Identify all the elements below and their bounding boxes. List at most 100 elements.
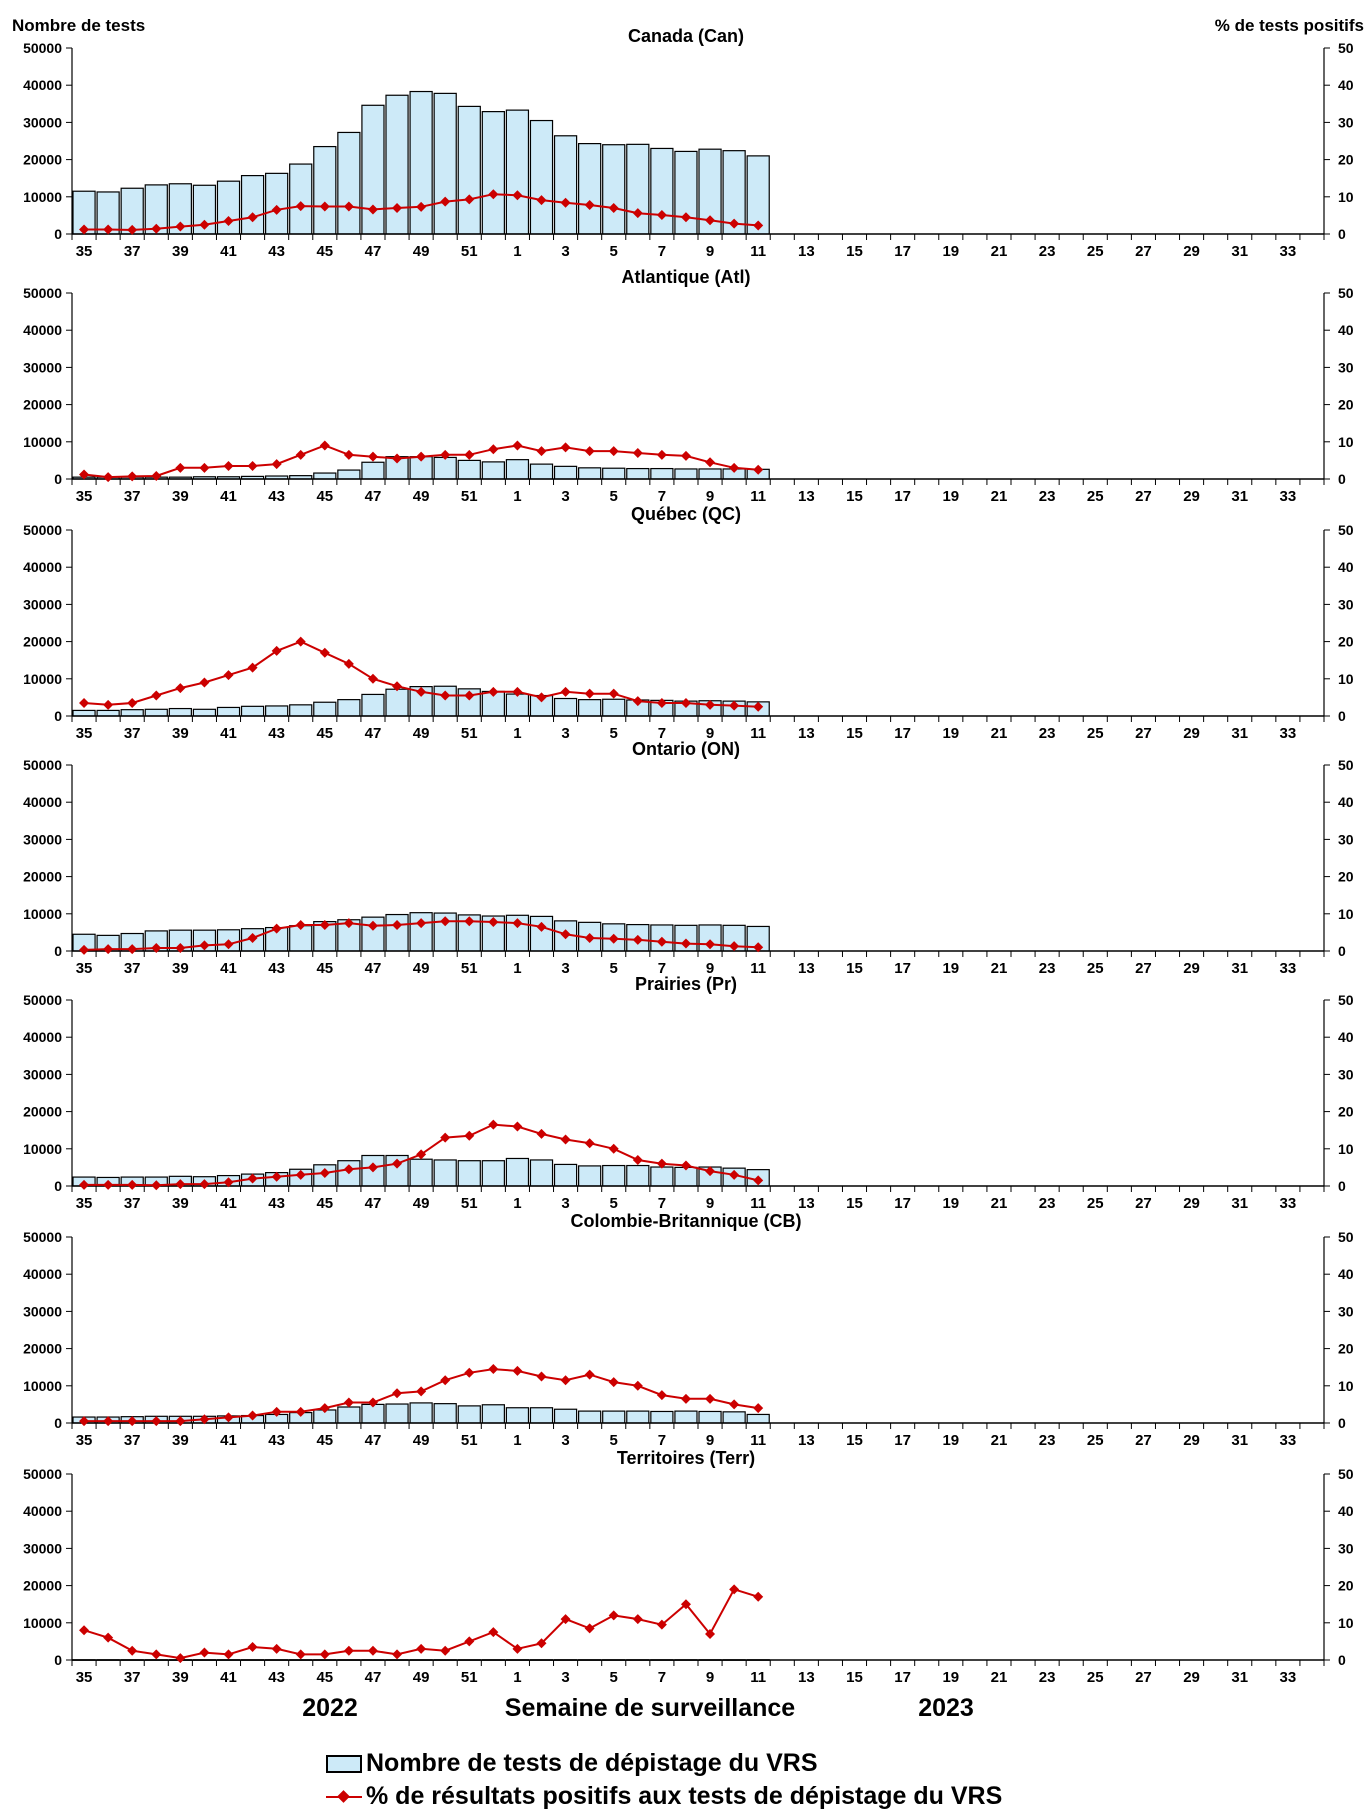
x-tick-label: 9 [706,1195,714,1212]
panel-title: Prairies (Pr) [635,974,737,994]
right-tick-label: 20 [1338,869,1354,885]
line-point [367,673,378,684]
line-point [464,194,475,205]
left-tick-label: 50000 [23,1466,62,1482]
panel-5: Prairies (Pr) 0 10000 20000 30000 40000 50000 0… [23,974,1354,1212]
x-tick-label: 39 [172,243,189,260]
x-tick-label: 1 [513,1432,521,1449]
line-point [440,916,451,927]
x-tick-label: 19 [942,243,959,260]
x-tick-label: 37 [124,488,141,505]
x-tick-label: 37 [124,1669,141,1686]
bar [385,688,409,717]
bar [578,699,602,717]
x-tick-label: 33 [1280,725,1297,742]
panel-title: Québec (QC) [631,504,741,524]
x-tick-label: 1 [513,1669,521,1686]
bar [553,697,578,717]
x-tick-label: 3 [561,488,569,505]
line-point [343,1164,354,1175]
left-tick-label: 50000 [23,1229,62,1245]
bar [337,699,361,717]
x-tick-label: 13 [798,1669,815,1686]
line-point [343,201,354,212]
bar [626,1164,650,1187]
x-tick-label: 1 [513,488,521,505]
line-point [127,224,138,235]
line-point [319,1403,330,1414]
line-point [103,1416,114,1427]
x-tick-label: 1 [513,243,521,260]
right-tick-label: 50 [1338,992,1354,1008]
x-tick-label: 49 [413,488,430,505]
left-tick-label: 30000 [23,1066,62,1082]
right-tick-label: 40 [1338,1266,1354,1282]
bar [505,1157,530,1187]
left-tick-label: 30000 [23,1540,62,1556]
line-point [223,670,234,681]
x-tick-label: 27 [1135,243,1152,260]
legend-bars-label: Nombre de tests de dépistage du VRS [366,1749,818,1777]
x-tick-label: 49 [413,1669,430,1686]
line-point [416,686,427,697]
x-tick-label: 19 [942,488,959,505]
bar [313,145,337,235]
line-point [536,195,547,206]
bar [457,105,481,235]
line-point [680,1160,691,1171]
x-tick-label: 3 [561,243,569,260]
x-tick-label: 21 [991,725,1008,742]
x-tick-label: 11 [750,1195,766,1212]
left-tick-label: 40000 [23,1266,62,1282]
line-point [295,201,306,212]
x-tick-label: 7 [658,725,666,742]
bar [650,1410,674,1424]
line-point [416,918,427,929]
bar [650,467,674,480]
line-point [295,449,306,460]
x-tick-label: 29 [1183,725,1200,742]
bar [216,180,241,235]
line-point [103,472,114,483]
bar [602,1164,626,1187]
bar [578,467,602,480]
panel-2: Atlantique (Atl)010000200003000040000500… [23,267,1354,505]
left-tick-label: 30000 [23,359,62,375]
bar [578,1165,602,1187]
x-tick-label: 51 [461,960,478,977]
right-tick-label: 0 [1338,708,1346,724]
x-tick-label: 1 [513,725,521,742]
x-tick-label: 13 [798,725,815,742]
bar [313,472,337,480]
x-tick-label: 1 [513,1195,521,1212]
line-point [656,1158,667,1169]
x-tick-label: 35 [76,960,93,977]
line-point [440,1132,451,1143]
line-point [632,696,643,707]
x-tick-label: 11 [750,488,766,505]
line-point [440,449,451,460]
x-tick-label: 29 [1183,960,1200,977]
line-point [247,1641,258,1652]
x-tick-label: 47 [365,725,382,742]
line-point [392,1388,403,1399]
x-tick-label: 41 [220,488,237,505]
x-tick-label: 19 [942,1195,959,1212]
right-tick-label: 40 [1338,77,1354,93]
line-point [584,1138,595,1149]
x-tick-label: 27 [1135,725,1152,742]
bar [602,1410,626,1424]
left-axis-title: Nombre de tests [12,16,145,35]
left-tick-label: 10000 [23,189,62,205]
x-tick-label: 15 [846,725,863,742]
line-point [271,1406,282,1417]
right-tick-label: 20 [1338,634,1354,650]
bar [505,693,530,717]
x-tick-label: 25 [1087,725,1104,742]
x-tick-label: 11 [750,1432,766,1449]
x-tick-label: 49 [413,960,430,977]
bar [650,1166,674,1187]
line-point [753,1591,764,1602]
bar [674,468,698,480]
line-point [199,462,210,473]
